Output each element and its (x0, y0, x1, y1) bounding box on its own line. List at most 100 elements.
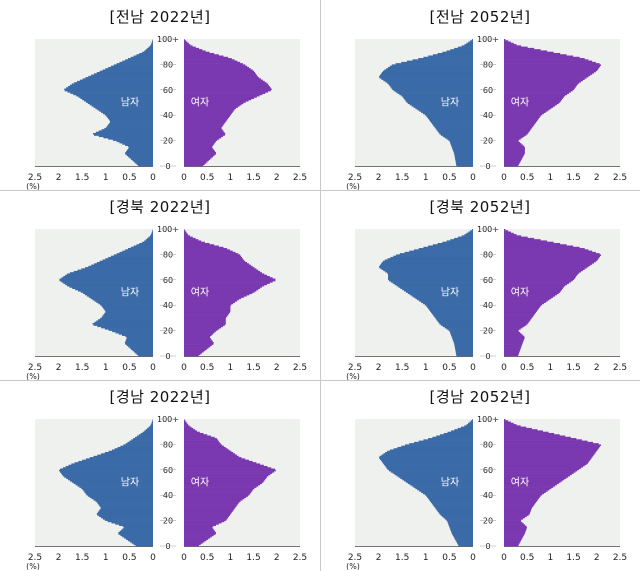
male-age-bar (122, 528, 153, 530)
male-age-bar (396, 284, 473, 287)
male-age-bar (59, 279, 153, 282)
female-age-bar (504, 105, 556, 107)
female-age-bar (504, 329, 519, 331)
female-x-tick-label: 1.5 (246, 553, 260, 563)
male-age-bar (136, 54, 153, 56)
male-age-bar (440, 134, 473, 136)
male-age-bar (437, 52, 473, 55)
male-age-bar (111, 521, 153, 524)
chart-title: [전남 2052년] (429, 8, 531, 26)
female-age-bar (504, 144, 523, 146)
male-age-bar (426, 305, 473, 307)
male-age-bar (428, 307, 473, 310)
male-age-bar (81, 487, 153, 490)
female-age-bar (184, 426, 192, 429)
male-age-bar (98, 135, 153, 138)
male-age-bar (123, 526, 153, 529)
female-age-bar (184, 324, 225, 326)
male-age-bar (434, 126, 473, 129)
age-tick-label: 60 (483, 86, 493, 95)
female-age-bar (184, 163, 205, 166)
male-age-bar (427, 306, 473, 309)
male-age-bar (96, 501, 153, 504)
female-age-bar (504, 64, 601, 66)
male-age-bar (404, 98, 473, 101)
female-age-bar (504, 112, 544, 115)
female-age-bar (504, 514, 529, 516)
female-age-bar (184, 45, 193, 47)
male-age-bar (115, 523, 153, 525)
female-age-bar (504, 463, 587, 466)
male-age-bar (103, 136, 153, 139)
male-age-bar (102, 306, 153, 309)
male-age-bar (152, 230, 153, 232)
male-age-bar (392, 472, 473, 474)
male-age-bar (142, 431, 153, 434)
female-age-bar (504, 79, 583, 82)
male-age-bar (116, 63, 153, 65)
female-age-bar (184, 248, 228, 250)
female-age-bar (504, 507, 532, 510)
female-age-bar (504, 293, 557, 296)
male-age-bar (388, 273, 473, 276)
female-age-bar (504, 122, 536, 125)
male-age-bar (466, 232, 473, 235)
male-age-bar (105, 258, 153, 260)
male-age-bar (470, 40, 473, 42)
female-age-bar (184, 338, 211, 340)
female-age-bar (184, 509, 234, 511)
female-age-bar (504, 248, 585, 250)
male-age-bar (98, 130, 153, 133)
female-age-bar (184, 91, 268, 93)
male-age-bar (452, 533, 473, 535)
male-age-bar (131, 439, 153, 441)
male-age-bar (405, 481, 473, 483)
male-age-bar (450, 333, 473, 335)
male-age-bar (125, 443, 153, 445)
male-age-bar (399, 93, 473, 96)
male-age-bar (104, 452, 153, 454)
male-age-bar (116, 140, 153, 143)
male-age-bar (422, 302, 473, 305)
male-age-bar (125, 335, 153, 338)
male-age-bar (104, 113, 153, 116)
female-age-bar (184, 160, 208, 163)
female-age-bar (504, 158, 522, 160)
male-age-bar (449, 330, 473, 333)
male-age-bar (98, 504, 153, 506)
female-age-bar (184, 92, 266, 94)
male-age-bar (388, 279, 473, 282)
male-age-bar (439, 132, 473, 135)
male-age-bar (104, 127, 153, 130)
female-age-bar (184, 444, 223, 446)
male-age-bar (83, 490, 153, 492)
female-age-bar (504, 469, 578, 472)
male-age-bar (383, 463, 473, 466)
male-age-bar (432, 244, 473, 246)
male-age-bar (405, 99, 473, 102)
female-age-bar (504, 310, 537, 312)
female-age-bar (184, 434, 208, 436)
female-age-bar (184, 108, 235, 111)
male-age-bar (419, 490, 473, 492)
female-age-bar (184, 443, 221, 445)
female-age-bar (504, 54, 567, 56)
female-label: 여자 (191, 287, 209, 299)
male-age-bar (151, 231, 153, 234)
male-age-bar (437, 320, 473, 323)
male-age-bar (127, 58, 153, 60)
female-age-bar (184, 99, 249, 102)
female-x-tick-label: 1.5 (566, 553, 580, 563)
female-age-bar (184, 277, 273, 279)
female-age-bar (184, 319, 226, 321)
male-age-bar (124, 537, 153, 539)
female-age-bar (184, 127, 222, 130)
female-age-bar (184, 330, 216, 333)
male-age-bar (93, 499, 153, 501)
female-age-bar (184, 454, 237, 457)
male-age-bar (431, 312, 473, 315)
male-age-bar (436, 435, 473, 438)
female-age-bar (184, 278, 276, 281)
male-x-tick-label: 0.5 (442, 363, 456, 373)
female-age-bar (184, 479, 265, 482)
